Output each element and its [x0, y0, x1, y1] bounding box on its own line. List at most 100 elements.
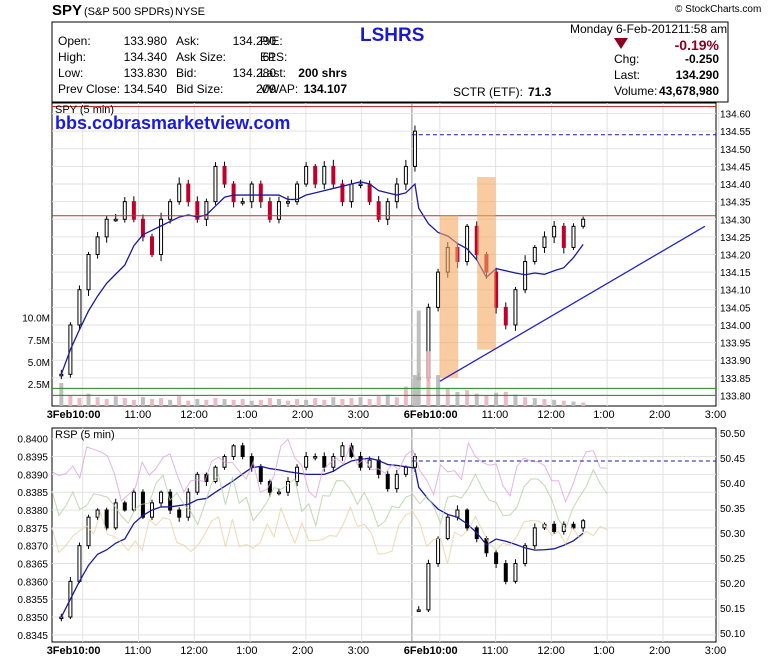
stat-value: 133.980 [124, 34, 168, 48]
candle-body [385, 201, 390, 220]
volume-bar [523, 397, 528, 406]
panel-title: SPY (5 min) [55, 104, 114, 116]
volume-bar [376, 396, 381, 406]
candle-body [204, 201, 209, 220]
x-tick-label: 12:00 [180, 409, 208, 421]
stat-label: Chg: [614, 52, 639, 66]
candle-body [436, 271, 441, 308]
y-tick-label: 134.45 [720, 162, 751, 173]
candle-body [523, 545, 528, 565]
volume-bar [532, 398, 537, 406]
candle-body [532, 527, 537, 547]
candle-body [385, 473, 390, 490]
y-tick-label: 0.8365 [17, 560, 48, 571]
volume-bar [77, 398, 82, 406]
candle-body [240, 201, 245, 204]
stat-value: 134.107 [304, 82, 348, 96]
y-tick-label: 133.90 [720, 356, 751, 367]
stat-value: 134.540 [124, 82, 168, 96]
x-tick-label: 12:00 [180, 645, 208, 657]
candle-body [561, 523, 566, 532]
stat-label: Open: [58, 34, 91, 48]
volume-bar [561, 400, 566, 406]
volume-bar [122, 398, 127, 406]
candle-body [131, 201, 136, 220]
candle-body [168, 491, 173, 511]
y-tick-label: 134.30 [720, 215, 751, 226]
y-tick-label: 0.8390 [17, 470, 48, 481]
candle-body [571, 225, 576, 248]
volume-bar [313, 398, 318, 406]
candle-body [231, 445, 236, 458]
candle-body [313, 165, 318, 185]
candle-body [313, 456, 318, 459]
candle-body [59, 616, 64, 620]
change-pct: -0.19% [675, 37, 720, 53]
volume-bar [426, 351, 431, 406]
stat-label: Ask: [176, 34, 199, 48]
candle-body [258, 183, 263, 203]
y-tick-label: 0.8360 [17, 577, 48, 588]
candle-body [59, 373, 64, 377]
stat-value: 134.340 [124, 50, 168, 64]
candle-body [304, 456, 309, 468]
candle-body [445, 516, 450, 540]
y-tick-label-right: 50.40 [720, 479, 745, 490]
moving-average-line [60, 457, 584, 618]
volume-bar [95, 397, 100, 406]
candle-body [532, 246, 537, 263]
candle-body [340, 183, 345, 203]
stat-label: Prev Close: [58, 82, 120, 96]
indicator-line-tan [51, 505, 608, 564]
stat-value: 134.290 [676, 68, 720, 82]
candle-body [513, 289, 518, 326]
x-tick-label: 6Feb10:00 [404, 645, 458, 657]
candle-body [455, 509, 460, 518]
x-tick-label: 2:00 [649, 645, 670, 657]
candle-body [159, 491, 164, 504]
x-tick-label: 1:00 [593, 645, 614, 657]
y-tick-label-right: 50.50 [720, 429, 745, 440]
y-tick-label: 133.85 [720, 374, 751, 385]
candle-body [367, 183, 372, 203]
volume-bar [349, 398, 354, 406]
candle-body [195, 473, 200, 493]
volume-bar [455, 391, 460, 406]
volume-bar [552, 399, 557, 406]
x-tick-label: 1:00 [236, 409, 257, 421]
volume-bar [104, 398, 109, 406]
watermark: LSHRS [360, 25, 424, 46]
y-tick-label: 0.8380 [17, 506, 48, 517]
indicator-line-magenta [51, 438, 608, 504]
candle-body [465, 509, 470, 529]
y-tick-label: 134.25 [720, 233, 751, 244]
y-tick-label: 134.20 [720, 251, 751, 262]
y-tick-label: 133.80 [720, 391, 751, 402]
volume-bar [436, 375, 441, 406]
candle-body [376, 459, 381, 475]
plot-frame [51, 427, 717, 643]
volume-tick-label: 2.5M [28, 380, 50, 391]
volume-bar [295, 398, 300, 406]
candle-body [542, 236, 547, 248]
volume-bar [222, 398, 227, 406]
candle-body [295, 466, 300, 483]
volume-bar [195, 398, 200, 406]
y-tick-label-right: 50.10 [720, 629, 745, 640]
volume-tick-label: 7.5M [28, 336, 50, 347]
stat-value: 133.830 [124, 66, 168, 80]
candle-body [571, 523, 576, 529]
x-tick-label: 6Feb10:00 [404, 409, 458, 421]
stat-value: -0.250 [685, 52, 719, 66]
x-tick-label: 3Feb10:00 [47, 409, 101, 421]
highlight-box [439, 215, 459, 378]
candle-body [258, 466, 263, 483]
y-tick-label-right: 50.20 [720, 579, 745, 590]
candle-body [376, 201, 381, 220]
exchange: NYSE [175, 6, 205, 18]
volume-bar [465, 390, 470, 406]
candle-body [267, 201, 272, 220]
candle-body [465, 225, 470, 263]
volume-bar [484, 395, 489, 406]
